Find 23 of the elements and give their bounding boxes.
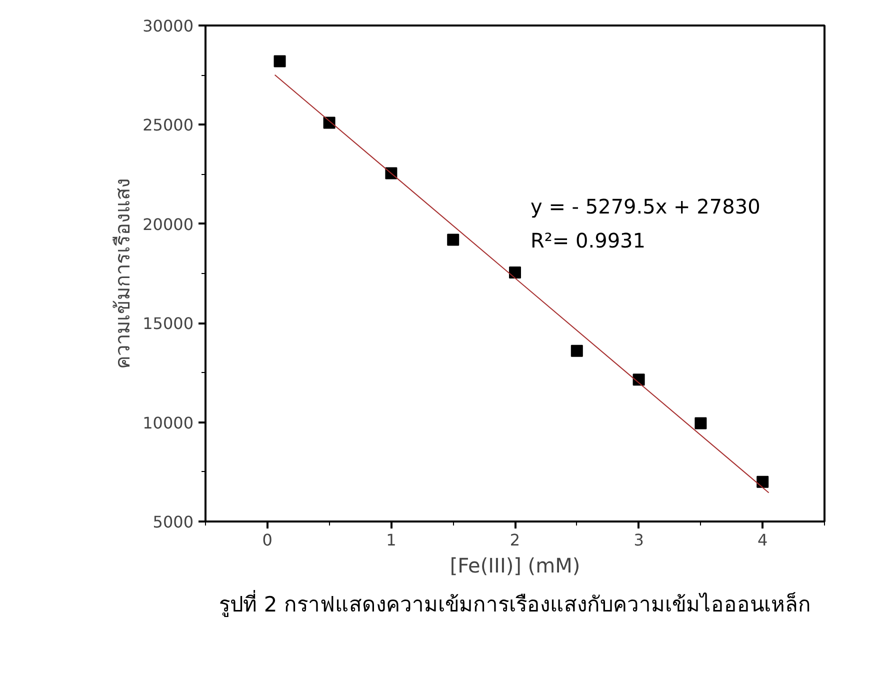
point — [694, 417, 707, 430]
x-tick-label: 3 — [634, 530, 644, 550]
annotation: R²= 0.9931 — [530, 228, 646, 252]
y-tick-label: 5000 — [152, 512, 194, 532]
point — [756, 476, 769, 488]
y-tick-label: 30000 — [142, 16, 194, 36]
point — [274, 55, 286, 68]
x-tick-label: 2 — [510, 530, 520, 550]
point — [632, 374, 645, 386]
y-axis-title: ความเข้มการเรืองแสง — [110, 178, 135, 369]
point — [509, 266, 521, 279]
x-tick-label: 4 — [758, 530, 768, 550]
point — [570, 344, 583, 357]
x-tick-label: 1 — [386, 530, 396, 550]
y-tick-label: 10000 — [142, 413, 194, 432]
x-tick-label: 0 — [262, 530, 272, 550]
point — [447, 234, 460, 246]
y-tick-label: 15000 — [142, 314, 194, 334]
y-tick-label: 20000 — [142, 214, 194, 234]
x-axis-title: [Fe(III)] (mM) — [450, 554, 580, 578]
annotation: y = - 5279.5x + 27830 — [530, 194, 760, 218]
text: รูปที่ 2 กราฟแสดงความเข้มการเรืองแสงกับความเข้มไอออนเหล็ก — [219, 590, 811, 618]
y-tick-label: 25000 — [142, 116, 194, 135]
